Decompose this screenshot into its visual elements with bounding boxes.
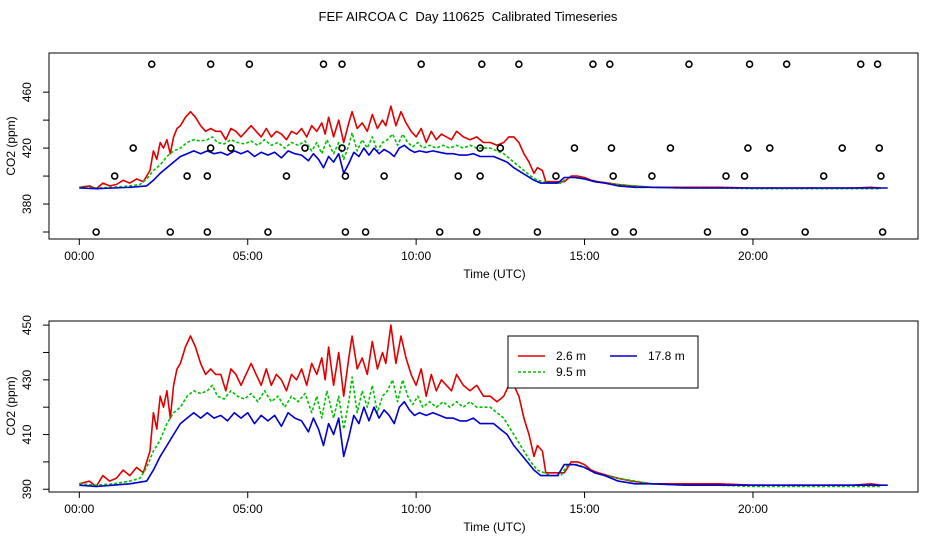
chart-title: FEF AIRCOA C Day 110625 Calibrated Times… <box>318 9 618 24</box>
status-marker-point <box>417 60 425 68</box>
series-line-9-5-m <box>79 131 881 190</box>
status-marker-point <box>319 60 328 68</box>
series-line-17-8-m <box>79 400 888 488</box>
status-marker-point <box>478 60 486 68</box>
status-marker-point <box>515 60 523 68</box>
status-marker-point <box>183 172 191 180</box>
y-tick-label: 420 <box>20 138 34 158</box>
status-marker-point <box>801 228 809 236</box>
status-marker-point <box>873 60 882 68</box>
status-marker-point <box>740 172 749 180</box>
status-marker-point <box>341 228 350 236</box>
status-marker-point <box>282 172 291 180</box>
status-marker-point <box>609 172 617 180</box>
y-tick-label: 390 <box>20 479 34 499</box>
status-marker-point <box>380 172 388 180</box>
y-axis-label: CO2 (ppm) <box>4 376 18 435</box>
status-marker-point <box>496 144 505 152</box>
status-marker-point <box>685 60 693 68</box>
status-marker-point <box>782 60 791 68</box>
x-tick-label: 05:00 <box>233 502 263 516</box>
status-marker-point <box>648 172 656 180</box>
status-marker-point <box>607 144 616 152</box>
status-marker-point <box>476 172 484 180</box>
status-marker-point <box>338 60 346 68</box>
status-marker-point <box>338 144 346 152</box>
status-marker-point <box>838 144 847 152</box>
status-marker-point <box>606 60 614 68</box>
status-marker-point <box>245 60 254 68</box>
legend: 2.6 m 9.5 m 17.8 m <box>507 335 699 389</box>
status-marker-point <box>206 60 215 68</box>
status-marker-point <box>110 172 119 180</box>
status-marker-point <box>147 60 156 68</box>
status-marker-point <box>166 228 175 236</box>
status-marker-point <box>666 144 675 152</box>
x-tick-label: 20:00 <box>738 502 768 516</box>
status-marker-point <box>92 228 100 236</box>
x-tick-label: 00:00 <box>64 502 94 516</box>
top-panel: 00:00 05:00 10:00 15:00 20:00 380 420 460 Time (… <box>4 52 919 281</box>
series-line-9-5-m <box>79 376 881 488</box>
status-marker-point <box>765 144 774 152</box>
status-marker-point <box>744 144 752 152</box>
y-axis-label: CO2 (ppm) <box>4 116 18 175</box>
status-marker-point <box>472 228 481 236</box>
series-line-17-8-m <box>79 144 888 190</box>
status-marker-point <box>454 172 463 180</box>
x-tick-label: 10:00 <box>401 249 431 263</box>
x-axis-label: Time (UTC) <box>463 267 525 281</box>
y-tick-label: 380 <box>20 194 34 214</box>
status-marker-point <box>589 60 597 68</box>
status-marker-point <box>341 172 350 180</box>
legend-box <box>507 335 699 389</box>
series-line-2-6-m <box>79 324 882 488</box>
bottom-plot-frame <box>48 320 919 493</box>
status-marker-point <box>611 228 619 236</box>
status-marker-point <box>875 144 884 152</box>
status-marker-point <box>203 228 212 236</box>
status-marker-point <box>361 228 370 236</box>
status-marker-point <box>745 60 754 68</box>
top-plot-frame <box>48 52 919 240</box>
y-tick-label: 450 <box>20 315 34 335</box>
status-marker-point <box>129 144 138 152</box>
bottom-panel: 00:00 05:00 10:00 15:00 20:00 390 410 430 450 Tim… <box>4 315 919 534</box>
status-marker-point <box>206 144 215 152</box>
x-tick-label: 20:00 <box>738 249 768 263</box>
y-tick-label: 430 <box>20 369 34 389</box>
status-marker-point <box>552 172 560 180</box>
legend-label: 9.5 m <box>556 365 586 379</box>
status-marker-point <box>570 144 579 152</box>
status-marker-point <box>856 60 865 68</box>
status-marker-point <box>740 228 749 236</box>
x-tick-label: 00:00 <box>64 249 94 263</box>
status-marker-point <box>203 172 212 180</box>
status-marker-point <box>878 228 887 236</box>
status-marker-point <box>533 228 542 236</box>
status-marker-point <box>703 228 712 236</box>
status-marker-point <box>301 144 309 152</box>
series-line-2-6-m <box>79 105 881 190</box>
y-tick-label: 460 <box>20 82 34 102</box>
status-marker-point <box>877 172 885 180</box>
legend-label: 2.6 m <box>556 349 586 363</box>
y-tick-label: 410 <box>20 424 34 444</box>
status-marker-point <box>629 228 638 236</box>
x-tick-label: 15:00 <box>570 502 600 516</box>
status-marker-point <box>264 228 272 236</box>
legend-label: 17.8 m <box>648 349 685 363</box>
status-marker-point <box>476 144 484 152</box>
x-axis-label: Time (UTC) <box>463 520 525 534</box>
status-marker-point <box>819 172 828 180</box>
status-marker-point <box>435 228 444 236</box>
x-tick-label: 05:00 <box>233 249 263 263</box>
status-marker-point <box>227 144 235 152</box>
x-tick-label: 15:00 <box>570 249 600 263</box>
x-tick-label: 10:00 <box>401 502 431 516</box>
status-marker-point <box>722 172 730 180</box>
